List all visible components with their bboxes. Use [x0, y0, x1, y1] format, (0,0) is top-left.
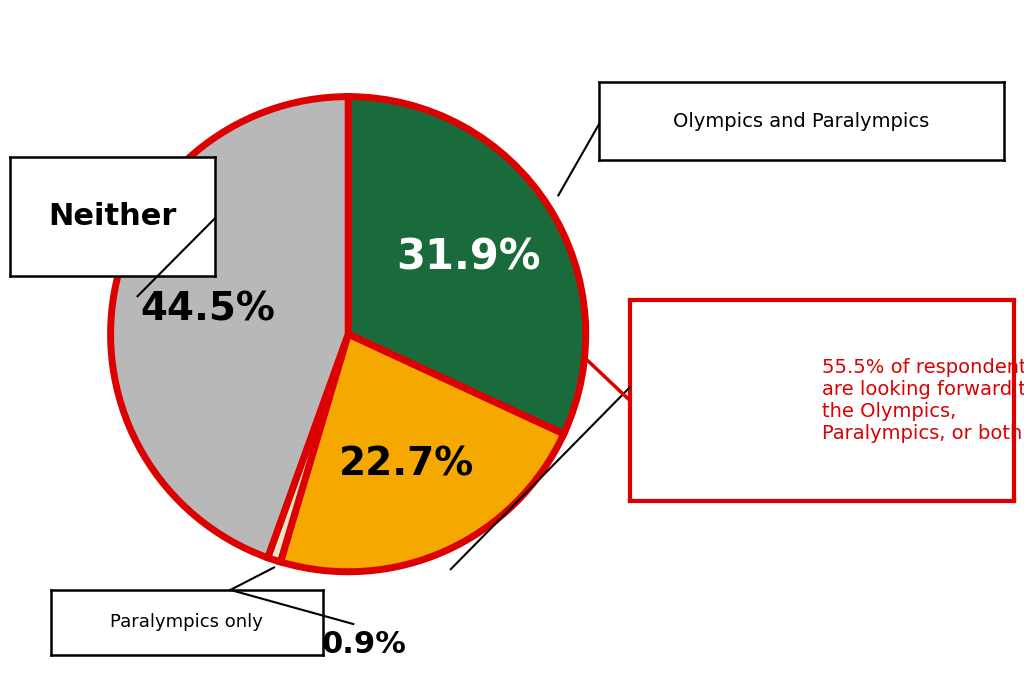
- Text: 44.5%: 44.5%: [140, 291, 275, 329]
- Text: Olympics and Paralympics: Olympics and Paralympics: [673, 112, 930, 130]
- Text: Paralympics only: Paralympics only: [111, 613, 263, 632]
- Text: 0.9%: 0.9%: [322, 630, 406, 659]
- Wedge shape: [111, 97, 348, 558]
- Wedge shape: [348, 97, 586, 434]
- Text: 22.7%: 22.7%: [339, 445, 474, 483]
- Text: Neither: Neither: [48, 202, 177, 231]
- Text: 55.5% of respondents
are looking forward to
the Olympics,
Paralympics, or both: 55.5% of respondents are looking forward…: [821, 358, 1024, 443]
- Wedge shape: [267, 334, 348, 562]
- Text: Olympics only: Olympics only: [691, 378, 819, 396]
- Text: 31.9%: 31.9%: [396, 237, 541, 278]
- Wedge shape: [281, 334, 564, 572]
